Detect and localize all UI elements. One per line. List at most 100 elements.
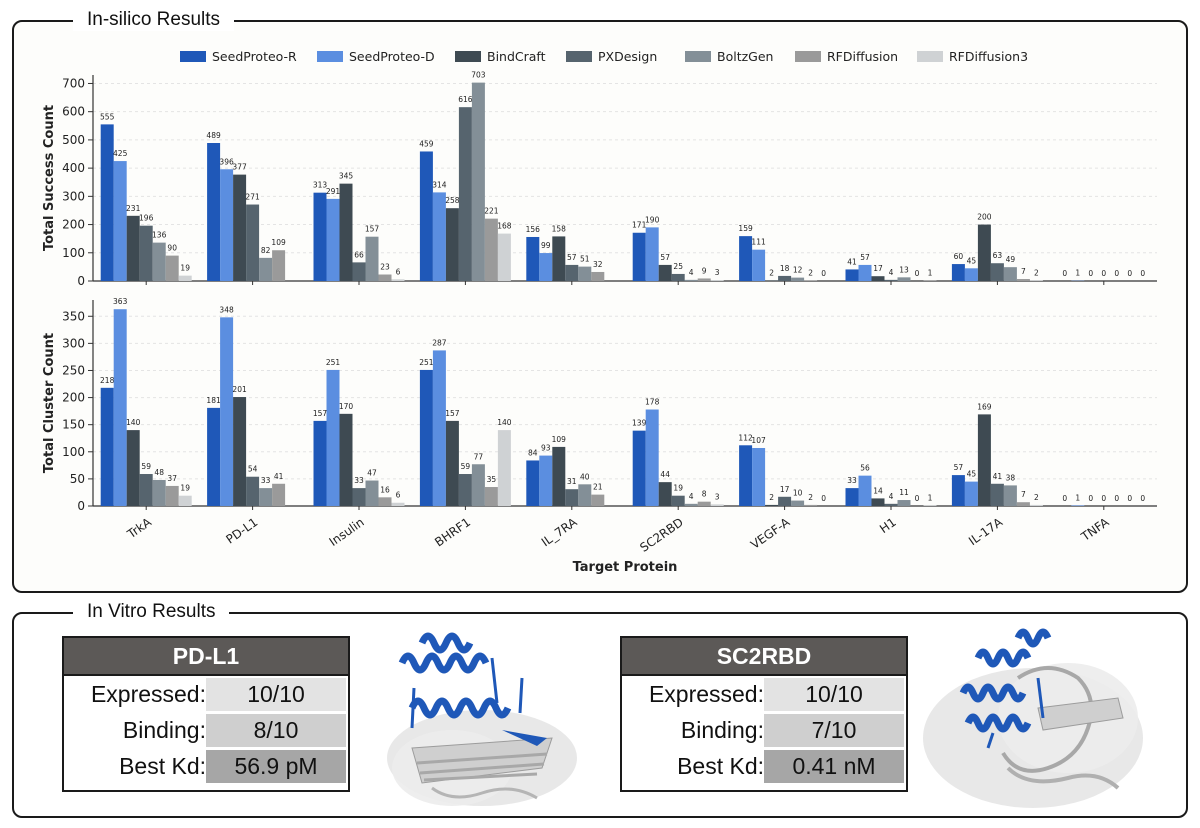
- plot1-bar-label-h1-rfdiffusion: 0: [915, 269, 920, 278]
- plot1-bar-insulin-boltzgen: [365, 236, 379, 281]
- plot1-bar-label-bhrf1-boltzgen: 703: [471, 71, 486, 80]
- legend-label-boltzgen: BoltzGen: [717, 49, 773, 64]
- plot2-bar-label-il-17a-seedproteo-r: 57: [954, 463, 964, 472]
- legend-swatch-seedproteo-d: [317, 51, 343, 62]
- legend-label-pxdesign: PXDesign: [598, 49, 657, 64]
- plot2-bar-insulin-seedproteo-d: [326, 369, 340, 506]
- plot1-bar-h1-pxdesign: [884, 279, 898, 281]
- plot2-bar-pd-l1-seedproteo-d: [220, 317, 234, 506]
- plot2-bar-h1-seedproteo-r: [845, 488, 859, 506]
- plot1-bar-label-tnfa-bindcraft: 0: [1088, 269, 1093, 278]
- plot2-bar-label-bhrf1-seedproteo-d: 287: [432, 338, 447, 347]
- plot2-bar-label-trka-rfdiffusion: 37: [167, 474, 177, 483]
- xtick-label-insulin: Insulin: [327, 515, 367, 549]
- plot2-bar-label-h1-bindcraft: 14: [873, 486, 883, 495]
- plot1-bar-label-vegf-a-boltzgen: 12: [793, 266, 803, 275]
- plot1-bar-label-vegf-a-seedproteo-r: 159: [738, 224, 753, 233]
- plot1-bar-label-trka-rfdiffusion: 90: [167, 244, 177, 253]
- plot1-ytick-label-400: 400: [62, 161, 85, 175]
- plot2-bar-label-tnfa-pxdesign: 0: [1101, 494, 1106, 503]
- xtick-label-il-17a: IL-17A: [966, 515, 1006, 549]
- plot2-bar-trka-seedproteo-r: [100, 387, 114, 506]
- plot1-bar-label-il-7ra-bindcraft: 158: [552, 224, 567, 233]
- plot2-bar-label-il-7ra-pxdesign: 31: [567, 477, 577, 486]
- pdl1-expressed-value: 10/10: [206, 678, 346, 711]
- plot2-bar-h1-seedproteo-d: [858, 475, 872, 506]
- plot2-bar-vegf-a-bindcraft: [765, 504, 779, 506]
- plot1-bar-label-insulin-bindcraft: 345: [339, 172, 354, 181]
- plot1-bar-pd-l1-bindcraft: [233, 174, 247, 281]
- sc2rbd-card-title: SC2RBD: [622, 638, 906, 676]
- plot1-bar-label-il-7ra-pxdesign: 57: [567, 253, 577, 262]
- plot2-bar-label-pd-l1-seedproteo-d: 348: [219, 305, 234, 314]
- plot1-bar-label-trka-pxdesign: 196: [139, 214, 154, 223]
- plot1-bar-vegf-a-boltzgen: [791, 277, 805, 281]
- plot1-bar-vegf-a-rfdiffusion: [804, 280, 818, 281]
- plot1-bar-label-vegf-a-pxdesign: 18: [780, 264, 790, 273]
- plot1-bar-trka-rfdiffusion3: [178, 275, 192, 281]
- sc2rbd-kd-value: 0.41 nM: [764, 750, 904, 783]
- pdl1-expressed-label: Expressed:: [90, 680, 206, 707]
- plot1-bar-vegf-a-bindcraft: [765, 280, 779, 281]
- plot1-bar-pd-l1-seedproteo-r: [207, 143, 221, 281]
- plot1-bar-sc2rbd-boltzgen: [684, 279, 698, 281]
- plot1-bar-h1-seedproteo-r: [845, 269, 859, 281]
- plot1-bar-il-7ra-seedproteo-r: [526, 236, 540, 281]
- xtick-label-il-7ra: IL_7RA: [539, 515, 580, 550]
- plot2-bar-label-il-7ra-bindcraft: 109: [552, 435, 567, 444]
- plot1-bar-pd-l1-rfdiffusion: [272, 250, 286, 281]
- plot2-bar-pd-l1-bindcraft: [233, 397, 247, 506]
- legend-swatch-rfdiffusion: [795, 51, 821, 62]
- plot1-bar-label-bhrf1-bindcraft: 258: [445, 196, 460, 205]
- plot2-bar-label-il-17a-pxdesign: 41: [993, 472, 1003, 481]
- plot2-bar-trka-pxdesign: [139, 474, 153, 506]
- legend-swatch-bindcraft: [455, 51, 481, 62]
- pdl1-expressed-row: Expressed: 10/10: [64, 676, 348, 712]
- plot2-bar-il-17a-pxdesign: [990, 483, 1004, 506]
- plot1-bar-label-pd-l1-rfdiffusion: 109: [271, 238, 286, 247]
- plot1-bar-label-sc2rbd-rfdiffusion: 9: [702, 266, 707, 275]
- plot2-bar-label-sc2rbd-bindcraft: 44: [660, 470, 670, 479]
- plot1-bar-trka-pxdesign: [139, 225, 153, 281]
- plot1-bar-vegf-a-seedproteo-r: [739, 236, 753, 281]
- plot1-bar-label-vegf-a-rfdiffusion: 2: [808, 268, 813, 277]
- plot1-bar-insulin-seedproteo-d: [326, 198, 340, 281]
- plot1-bar-il-17a-pxdesign: [990, 263, 1004, 281]
- plot2-bar-h1-rfdiffusion3: [923, 505, 937, 506]
- plot2-bar-label-h1-seedproteo-d: 56: [860, 464, 870, 473]
- plot2-bar-il-7ra-rfdiffusion: [591, 494, 605, 506]
- sc2rbd-expressed-label: Expressed:: [648, 680, 764, 707]
- plot1-bar-label-insulin-seedproteo-r: 313: [313, 181, 328, 190]
- plot2-bar-label-vegf-a-rfdiffusion: 2: [808, 493, 813, 502]
- plot1-bar-label-vegf-a-rfdiffusion3: 0: [821, 269, 826, 278]
- plot1-bar-label-insulin-rfdiffusion: 23: [380, 263, 390, 272]
- plot1-bar-label-pd-l1-boltzgen: 82: [261, 246, 271, 255]
- plot1-bar-sc2rbd-pxdesign: [671, 273, 685, 281]
- plot2-bar-label-insulin-seedproteo-d: 251: [326, 358, 341, 367]
- plot2-bar-label-sc2rbd-rfdiffusion3: 3: [715, 492, 720, 501]
- plot2-ytick-label-100: 100: [62, 445, 85, 459]
- plot2-bar-label-bhrf1-boltzgen: 77: [474, 452, 484, 461]
- plot2-bar-label-vegf-a-boltzgen: 10: [793, 489, 803, 498]
- plot2-bar-label-il-7ra-seedproteo-d: 93: [541, 444, 551, 453]
- pdl1-binding-label: Binding:: [122, 716, 206, 743]
- plot2-bar-label-sc2rbd-seedproteo-d: 178: [645, 398, 660, 407]
- plot1-bar-label-tnfa-pxdesign: 0: [1101, 269, 1106, 278]
- plot1-ytick-label-100: 100: [62, 246, 85, 260]
- plot1-bar-label-insulin-pxdesign: 66: [354, 250, 364, 259]
- plot2-bar-label-sc2rbd-seedproteo-r: 139: [632, 419, 647, 428]
- plot2-bar-il-7ra-seedproteo-d: [539, 455, 553, 506]
- plot2-bar-label-pd-l1-boltzgen: 33: [261, 476, 271, 485]
- plot1-bar-pd-l1-pxdesign: [246, 204, 260, 281]
- legend-swatch-pxdesign: [566, 51, 592, 62]
- plot1-bar-label-h1-bindcraft: 17: [873, 264, 883, 273]
- plot1-bar-insulin-bindcraft: [339, 183, 353, 281]
- plot2-bar-vegf-a-seedproteo-d: [752, 447, 766, 506]
- plot2-bar-label-tnfa-rfdiffusion3: 0: [1140, 494, 1145, 503]
- plot2-bar-insulin-rfdiffusion: [378, 497, 392, 506]
- plot2-bar-pd-l1-rfdiffusion: [272, 483, 286, 506]
- plot1-bar-label-bhrf1-pxdesign: 616: [458, 95, 473, 104]
- xtick-label-bhrf1: BHRF1: [432, 515, 473, 549]
- plot2-bar-il-7ra-pxdesign: [565, 489, 579, 506]
- plot2-bar-vegf-a-boltzgen: [791, 500, 805, 506]
